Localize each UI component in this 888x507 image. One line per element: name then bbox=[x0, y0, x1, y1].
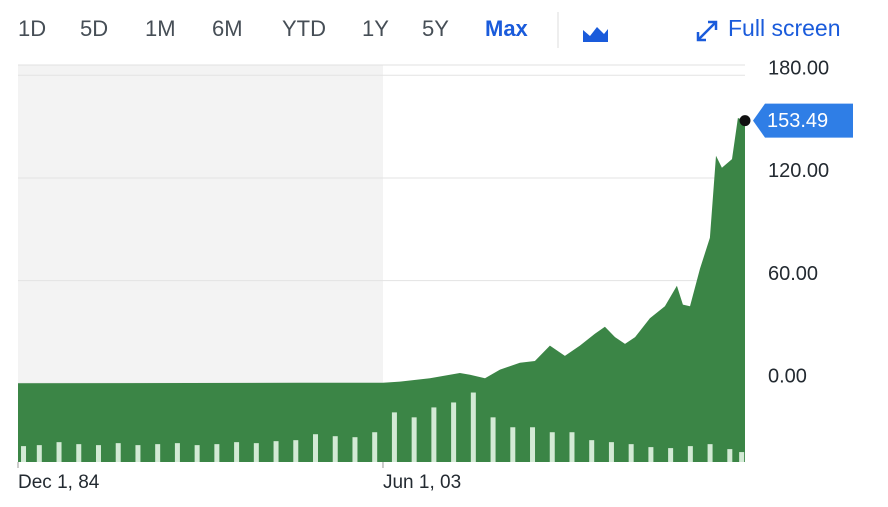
volume-bar bbox=[95, 445, 101, 462]
volume-bar bbox=[76, 444, 82, 462]
volume-bar bbox=[115, 443, 121, 462]
price-callout bbox=[753, 103, 853, 138]
volume-bar bbox=[687, 446, 693, 462]
volume-bar bbox=[174, 443, 180, 462]
volume-bar bbox=[490, 417, 496, 462]
range-button[interactable]: 5Y bbox=[422, 16, 449, 41]
volume-bar bbox=[36, 445, 42, 462]
volume-bar bbox=[727, 449, 733, 462]
volume-bar bbox=[549, 432, 555, 462]
volume-bar bbox=[589, 440, 595, 462]
range-button[interactable]: YTD bbox=[282, 16, 326, 41]
volume-bar bbox=[668, 448, 674, 462]
volume-bar bbox=[135, 445, 141, 462]
volume-bar bbox=[451, 402, 457, 462]
volume-bar bbox=[293, 440, 299, 462]
volume-bar bbox=[273, 441, 279, 462]
range-button[interactable]: Max bbox=[485, 16, 529, 41]
toolbar: 1D 5D 1M 6M YTD 1Y 5Y Max bbox=[18, 16, 529, 41]
y-tick-label: 120.00 bbox=[768, 160, 829, 182]
volume-bar bbox=[569, 432, 575, 462]
y-tick-label: 0.00 bbox=[768, 366, 807, 388]
volume-bar bbox=[56, 442, 62, 462]
volume-bar bbox=[332, 436, 338, 462]
volume-bar bbox=[313, 434, 319, 462]
range-button[interactable]: 1D bbox=[18, 16, 46, 41]
full-screen-icon[interactable] bbox=[696, 20, 718, 42]
volume-bar bbox=[372, 432, 378, 462]
y-tick-label: 60.00 bbox=[768, 263, 818, 285]
range-button[interactable]: 1M bbox=[145, 16, 176, 41]
volume-bar bbox=[510, 427, 516, 462]
volume-bar bbox=[628, 444, 634, 462]
volume-bar bbox=[391, 412, 397, 462]
volume-bar bbox=[253, 443, 259, 462]
volume-bar bbox=[648, 447, 654, 462]
volume-bar bbox=[707, 444, 713, 462]
y-tick-label: 180.00 bbox=[768, 58, 829, 80]
volume-bar bbox=[234, 442, 240, 462]
volume-bar bbox=[530, 427, 536, 462]
x-tick-label: Dec 1, 84 bbox=[18, 472, 100, 493]
full-screen-button[interactable]: Full screen bbox=[728, 15, 840, 41]
range-button[interactable]: 5D bbox=[80, 16, 108, 41]
volume-bar bbox=[739, 452, 745, 462]
volume-bar bbox=[608, 442, 614, 462]
last-point bbox=[739, 115, 751, 127]
volume-bar bbox=[431, 407, 437, 462]
volume-bar bbox=[411, 417, 417, 462]
range-button[interactable]: 1Y bbox=[362, 16, 389, 41]
x-tick-label: Jun 1, 03 bbox=[383, 472, 461, 493]
volume-bar bbox=[470, 392, 476, 462]
volume-bar bbox=[21, 446, 27, 462]
chart-type-icon[interactable] bbox=[583, 27, 608, 42]
volume-bar bbox=[214, 444, 220, 462]
price-callout-label: 153.49 bbox=[767, 110, 828, 132]
volume-bar bbox=[352, 437, 358, 462]
volume-bar bbox=[155, 444, 161, 462]
volume-bar bbox=[194, 445, 200, 462]
price-area bbox=[18, 118, 745, 462]
range-button[interactable]: 6M bbox=[212, 16, 243, 41]
